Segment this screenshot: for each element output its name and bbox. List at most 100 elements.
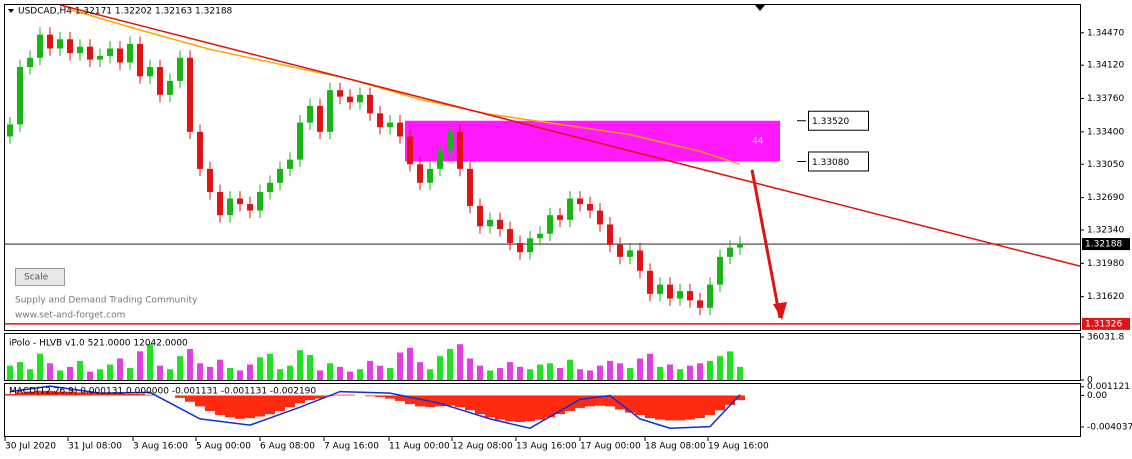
volume-bar (537, 364, 543, 380)
macd-bar (715, 395, 725, 411)
x-tick-label: 31 Jul 08:00 (68, 442, 122, 452)
x-tick-label: 18 Aug 08:00 (645, 442, 706, 452)
volume-bar (337, 366, 343, 380)
candle-body (447, 131, 453, 151)
candle-body (67, 39, 73, 54)
macd-bar (295, 395, 305, 404)
macd-bar (475, 395, 485, 415)
macd-bar (275, 395, 285, 412)
candle-body (287, 159, 293, 169)
volume-bar (7, 365, 13, 380)
volume-bar (387, 368, 393, 380)
candle-body (397, 122, 403, 137)
y-tick-label: 1.31620 (1087, 292, 1124, 302)
scale-button[interactable] (15, 268, 65, 286)
macd-bar (495, 395, 505, 420)
macd-bar (175, 395, 185, 398)
volume-bar (457, 344, 463, 380)
macd-bar (505, 395, 515, 422)
x-tick-label: 11 Aug 00:00 (389, 442, 450, 452)
candle-body (307, 105, 313, 123)
macd-bar (545, 395, 555, 418)
macd-bar (385, 395, 395, 399)
macd-bar (455, 395, 465, 408)
volume-bar (307, 354, 313, 380)
macd-bar (215, 395, 225, 415)
candle-body (367, 94, 373, 114)
macd-bar (75, 392, 85, 396)
macd-bar (225, 395, 235, 418)
volume-bar (587, 370, 593, 380)
volume-bar (197, 363, 203, 380)
macd-bar (265, 395, 275, 415)
volume-bar (377, 365, 383, 380)
y-tick-label: 0.001121 (1087, 382, 1130, 392)
candle-body (577, 198, 583, 205)
macd-bar (135, 393, 145, 396)
macd-bar (255, 395, 265, 417)
candle-body (97, 55, 103, 60)
candle-body (567, 198, 573, 220)
volume-bar (487, 370, 493, 380)
volume-bar (177, 356, 183, 380)
candle-body (47, 34, 53, 49)
volume-bar (127, 368, 133, 380)
candle-body (187, 57, 193, 132)
volume-bar (57, 370, 63, 380)
macd-bar (415, 395, 425, 407)
macd-bar (285, 395, 295, 408)
volume-bar (297, 350, 303, 380)
trend-line (59, 4, 1081, 267)
macd-bar (525, 395, 535, 422)
candle-body (487, 219, 493, 227)
candle-body (617, 244, 623, 257)
candle-body (547, 215, 553, 234)
level-label: 1.33080 (812, 158, 849, 168)
candle-body (637, 250, 643, 271)
watermark: Supply and Demand Trading Community (15, 296, 198, 306)
volume-bar (277, 369, 283, 380)
macd-bar (195, 395, 205, 407)
candle-body (217, 192, 223, 216)
level-label: 1.33520 (812, 117, 849, 127)
support-box (1082, 317, 1130, 330)
candle-body (467, 168, 473, 206)
macd-bar (515, 395, 525, 422)
y-tick-label: 1.32340 (1087, 226, 1124, 236)
volume-bar (217, 359, 223, 380)
volume-bar (97, 369, 103, 380)
candle-body (337, 90, 343, 97)
x-tick-label: 12 Aug 08:00 (452, 442, 513, 452)
y-tick-label: 1.33760 (1087, 94, 1124, 104)
candle-body (137, 43, 143, 77)
candle-body (207, 168, 213, 193)
macd-pane (4, 383, 1081, 437)
volume-bar (27, 369, 33, 380)
candle-body (477, 205, 483, 227)
x-tick-label: 5 Aug 00:00 (196, 442, 251, 452)
volume-bar (327, 363, 333, 380)
x-tick-label: 19 Aug 16:00 (708, 442, 769, 452)
candle-body (677, 291, 683, 299)
macd-bar (605, 395, 615, 407)
x-tick-label: 30 Jul 2020 (5, 442, 56, 452)
candle-body (497, 219, 503, 230)
arrow-shaft (750, 169, 782, 319)
macd-bar (245, 395, 255, 419)
macd-bar (445, 395, 455, 406)
candle-body (57, 39, 63, 49)
candle-body (257, 192, 263, 211)
candle-body (227, 198, 233, 216)
candle-body (87, 46, 93, 60)
volume-bar (407, 347, 413, 380)
macd-bar (65, 391, 75, 396)
volume-bar (497, 368, 503, 380)
watermark: www.set-and-forget.com (15, 311, 125, 321)
volume-bar (257, 357, 263, 380)
candle-body (557, 215, 563, 220)
arrow-head (773, 301, 787, 320)
chart-title: USDCAD,H4 1.32171 1.32202 1.32163 1.3218… (18, 7, 233, 17)
volume-bar (727, 351, 733, 380)
candle-body (697, 300, 703, 308)
volume-bar (707, 360, 713, 380)
